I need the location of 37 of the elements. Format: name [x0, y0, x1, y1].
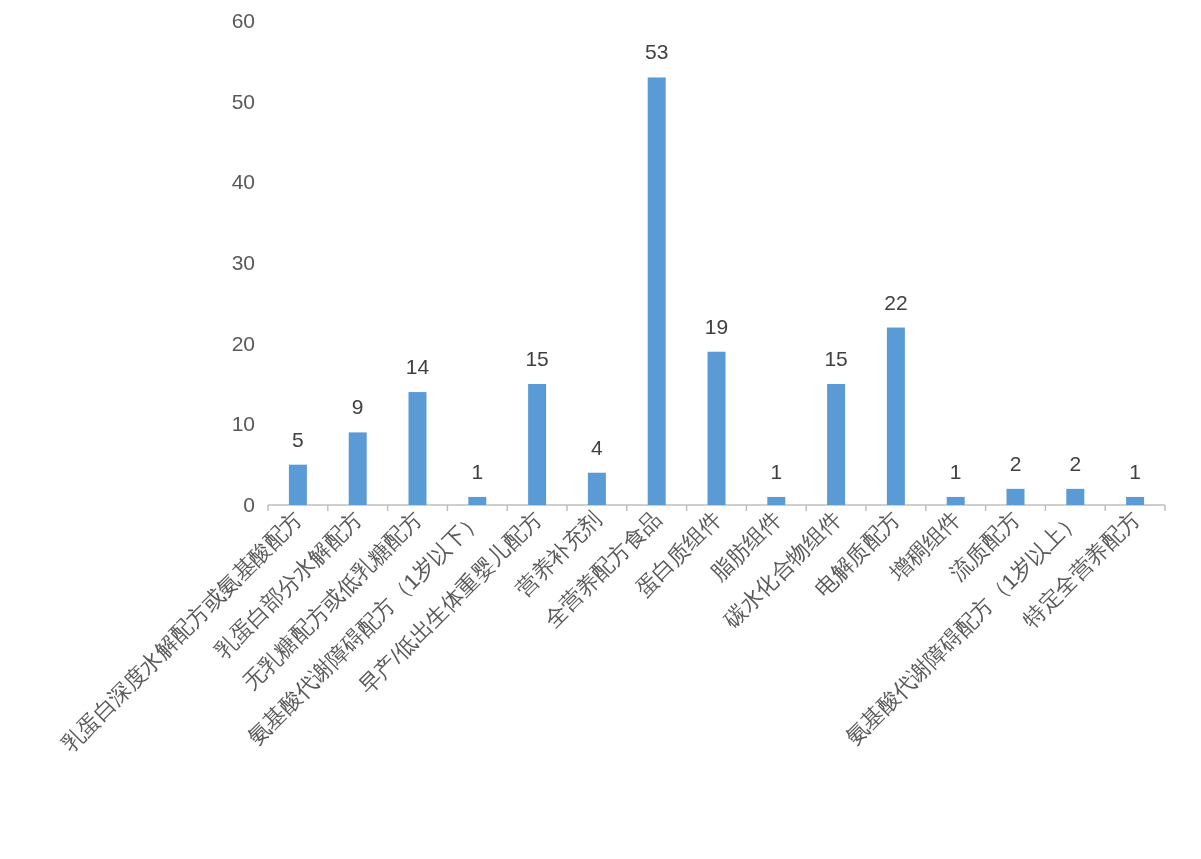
data-label: 15 [824, 347, 848, 370]
data-label: 1 [949, 459, 962, 483]
bar [1066, 488, 1085, 505]
bar [528, 384, 547, 505]
bar [647, 77, 666, 505]
bar [408, 392, 427, 505]
bar [827, 384, 846, 505]
data-label: 4 [591, 435, 604, 459]
y-tick-label: 40 [231, 170, 255, 194]
bar [468, 496, 487, 505]
data-label: 1 [1129, 459, 1141, 483]
data-label: 5 [292, 427, 304, 451]
data-label: 14 [405, 355, 430, 379]
y-tick-label: 10 [231, 412, 255, 436]
y-tick-label: 20 [231, 331, 255, 355]
y-tick-label: 60 [231, 9, 255, 32]
data-label: 2 [1069, 451, 1082, 475]
bar [886, 327, 905, 505]
bar [707, 351, 726, 505]
y-tick-label: 50 [231, 89, 255, 113]
bar [1126, 496, 1145, 505]
bar [946, 496, 965, 505]
y-tick-label: 30 [231, 251, 255, 274]
data-label: 2 [1009, 451, 1022, 475]
data-label: 9 [351, 395, 364, 419]
bar [348, 432, 367, 505]
data-label: 19 [704, 314, 729, 338]
bar [288, 464, 307, 505]
y-tick-label: 0 [243, 493, 255, 516]
data-label: 1 [770, 459, 783, 483]
data-label: 1 [471, 459, 484, 483]
bar [587, 472, 606, 505]
data-label: 15 [525, 347, 549, 370]
bar [1006, 488, 1025, 505]
data-label: 22 [884, 290, 908, 314]
bar [767, 496, 786, 505]
data-label: 53 [645, 40, 669, 64]
